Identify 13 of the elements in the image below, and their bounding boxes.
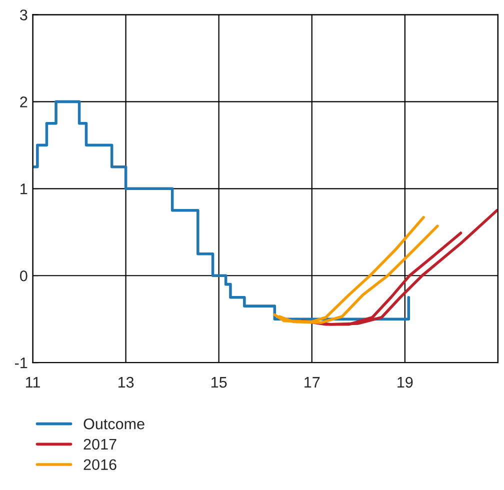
y-tick-label: 2 bbox=[20, 96, 28, 108]
y-tick-label: -1 bbox=[14, 358, 28, 368]
x-tick-label: 13 bbox=[118, 376, 134, 388]
x-tick-label: 17 bbox=[304, 377, 320, 388]
legend-label: 2016 bbox=[84, 459, 116, 470]
y-tick-label: 0 bbox=[20, 270, 28, 282]
y-tick-label: 1 bbox=[20, 184, 28, 194]
x-tick-label: 11 bbox=[26, 377, 40, 388]
y-tick-label: 3 bbox=[20, 10, 28, 20]
x-tick-label: 15 bbox=[212, 377, 227, 388]
legend-label: 2017 bbox=[84, 438, 116, 450]
legend-label: Outcome bbox=[84, 418, 144, 430]
x-tick-label: 19 bbox=[398, 376, 413, 388]
